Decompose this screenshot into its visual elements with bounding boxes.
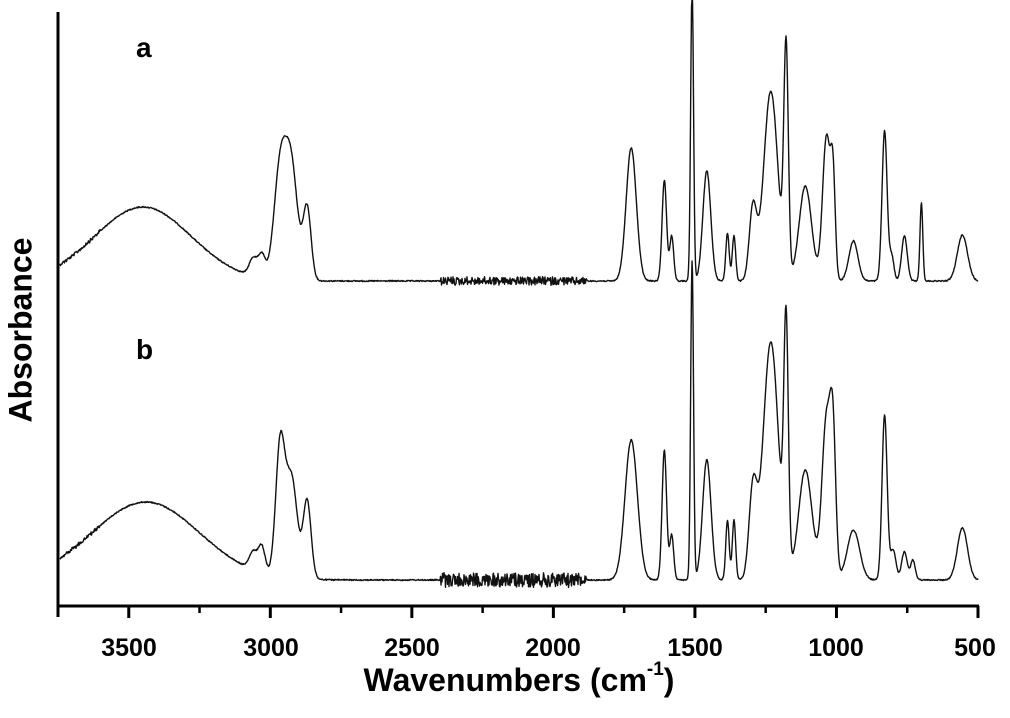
- x-axis-title-close: ): [663, 662, 675, 698]
- y-axis-title: Absorbance: [2, 237, 39, 423]
- x-axis-title: Wavenumbers (cm-1): [363, 659, 675, 699]
- trace-label-b: b: [136, 334, 154, 365]
- x-tick-label: 1500: [667, 634, 723, 662]
- x-tick-label: 3000: [243, 634, 299, 662]
- axes: [56, 12, 980, 618]
- x-tick-label: 2500: [384, 634, 440, 662]
- spectra-traces: [59, 0, 979, 589]
- x-axis-title-main: Wavenumbers (cm: [363, 662, 647, 698]
- x-tick-label: 2000: [525, 634, 581, 662]
- trace-label-a: a: [136, 32, 152, 63]
- x-tick-label: 1000: [808, 634, 864, 662]
- x-axis-title-exponent: -1: [646, 659, 664, 681]
- spectrum-trace-b: [59, 260, 979, 589]
- x-tick-label: 3500: [101, 634, 157, 662]
- x-tick-label: 500: [954, 634, 996, 662]
- spectrum-trace-a: [59, 0, 979, 286]
